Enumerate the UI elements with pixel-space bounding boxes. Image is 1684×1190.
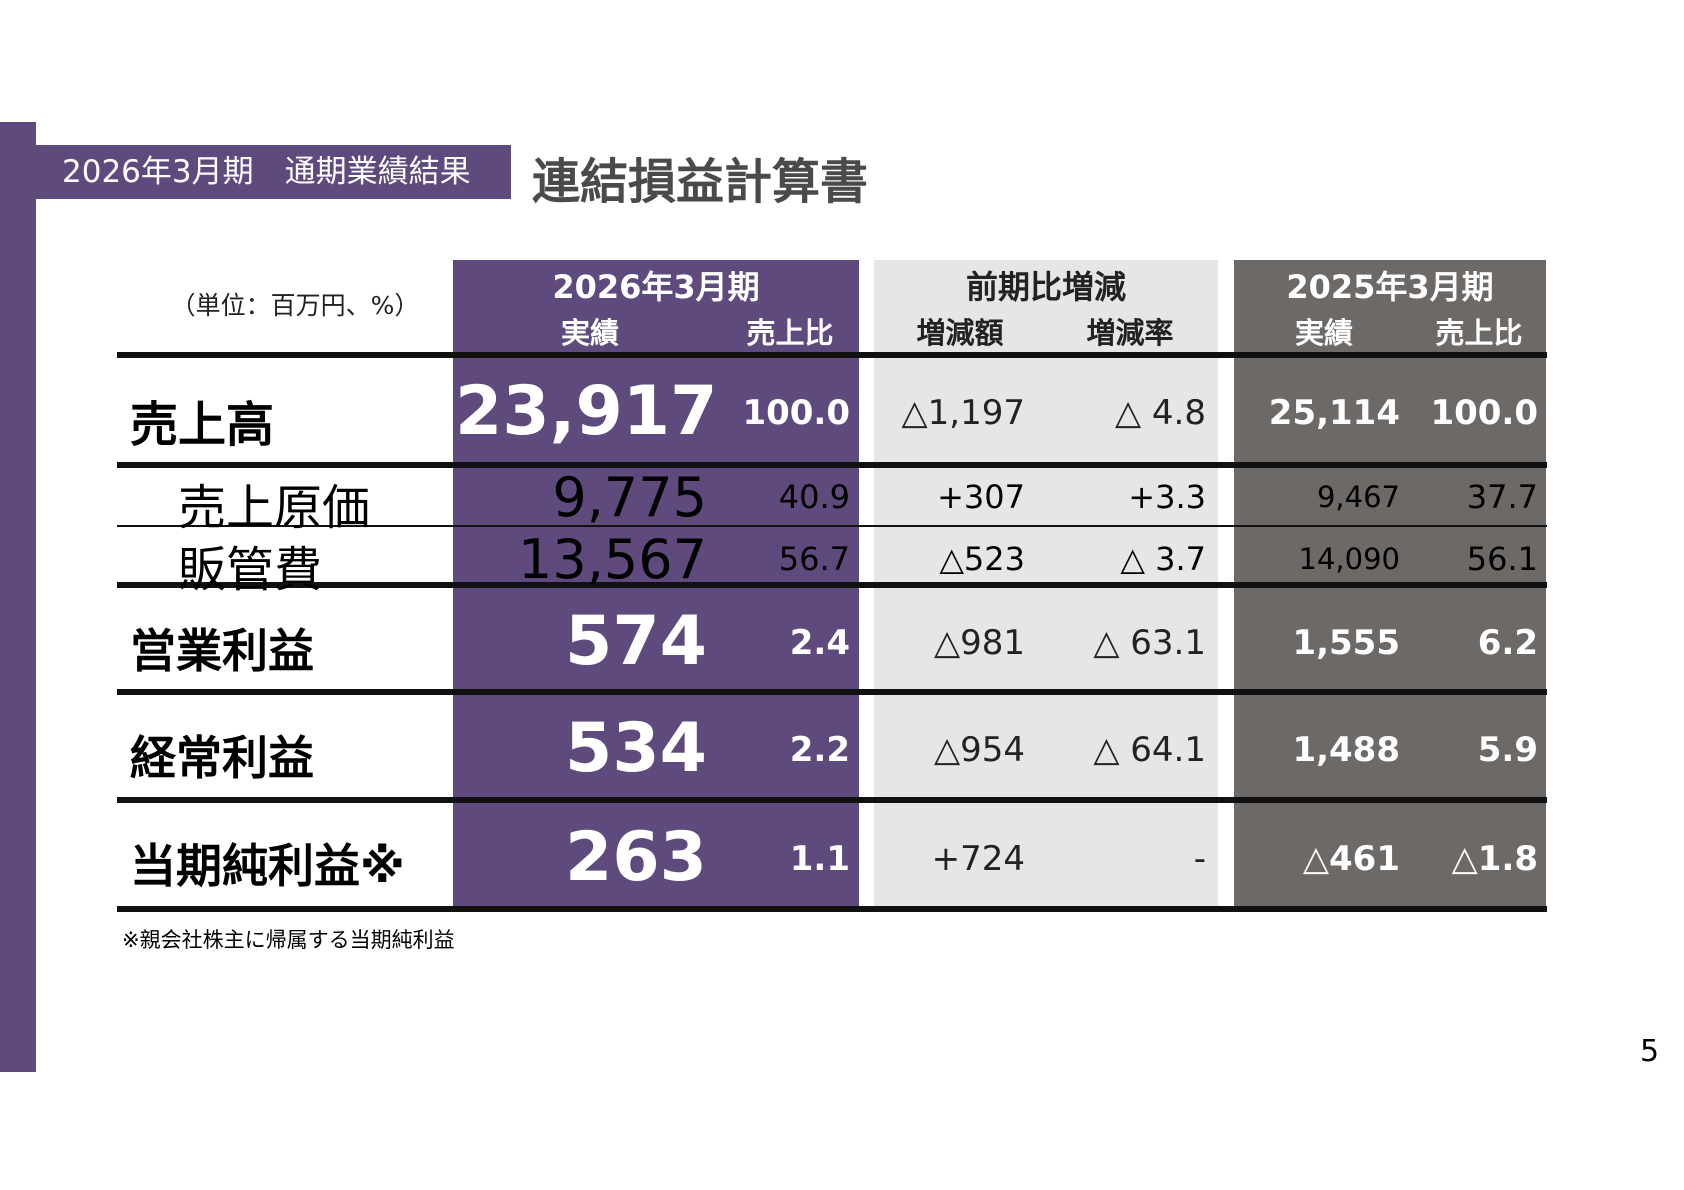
- row-divider: [117, 352, 1547, 358]
- row-divider: [117, 525, 1547, 527]
- ordinary-income-current-ratio: 2.2: [789, 730, 850, 770]
- operating-income-current-ratio: 2.4: [789, 623, 850, 663]
- previous-ratio-header: 売上比: [1435, 316, 1523, 350]
- row-divider: [117, 689, 1547, 695]
- sga-current-value: 13,567: [518, 528, 707, 591]
- ordinary-income-previous-ratio: 5.9: [1477, 730, 1538, 770]
- sales-change-amount: △1,197: [901, 393, 1025, 433]
- cost-of-sales-change-amount: +307: [937, 478, 1025, 516]
- operating-income-previous-value: 1,555: [1292, 623, 1400, 663]
- sales-previous-ratio: 100.0: [1430, 393, 1538, 433]
- net-income-current-ratio: 1.1: [789, 839, 850, 879]
- sga-current-ratio: 56.7: [778, 540, 850, 578]
- change-rate-header: 増減率: [1086, 316, 1174, 350]
- footnote: ※親会社株主に帰属する当期純利益: [122, 928, 455, 952]
- previous-period-header: 2025年3月期: [1286, 268, 1494, 306]
- sales-current-ratio: 100.0: [742, 393, 850, 433]
- change-amount-header: 増減額: [916, 316, 1004, 350]
- page-title: 連結損益計算書: [532, 154, 869, 210]
- row-divider: [117, 462, 1547, 468]
- net-income-previous-ratio: △1.8: [1451, 839, 1538, 879]
- sga-previous-value: 14,090: [1298, 542, 1400, 576]
- net-income-current-value: 263: [565, 818, 707, 897]
- sidebar-accent-bar: [0, 122, 36, 1072]
- sales-current-value: 23,917: [455, 372, 718, 451]
- change-header: 前期比増減: [965, 268, 1126, 306]
- ordinary-income-current-value: 534: [565, 709, 707, 788]
- net-income-change-rate: -: [1193, 839, 1206, 879]
- row-divider: [117, 906, 1547, 912]
- row-divider: [117, 797, 1547, 803]
- cost-of-sales-previous-value: 9,467: [1316, 480, 1400, 514]
- row-label-ordinary-income: 経常利益: [130, 731, 314, 785]
- section-badge: 2026年3月期 通期業績結果: [36, 145, 511, 199]
- row-label-operating-income: 営業利益: [130, 624, 314, 678]
- cost-of-sales-current-value: 9,775: [552, 466, 707, 529]
- sga-previous-ratio: 56.1: [1466, 540, 1538, 578]
- operating-income-change-amount: △981: [933, 623, 1025, 663]
- ordinary-income-previous-value: 1,488: [1292, 730, 1400, 770]
- ordinary-income-change-amount: △954: [933, 730, 1025, 770]
- cost-of-sales-previous-ratio: 37.7: [1466, 478, 1538, 516]
- row-divider: [117, 582, 1547, 588]
- sga-change-amount: △523: [939, 540, 1025, 578]
- operating-income-change-rate: △ 63.1: [1093, 623, 1206, 663]
- net-income-change-amount: +724: [931, 839, 1025, 879]
- row-label-cost-of-sales: 売上原価: [178, 480, 371, 536]
- current-actual-header: 実績: [560, 316, 619, 350]
- net-income-previous-value: △461: [1302, 839, 1400, 879]
- current-ratio-header: 売上比: [746, 316, 834, 350]
- unit-label: （単位：百万円、%）: [170, 291, 420, 320]
- sales-change-rate: △ 4.8: [1114, 393, 1206, 433]
- cost-of-sales-change-rate: +3.3: [1128, 478, 1206, 516]
- sales-previous-value: 25,114: [1268, 393, 1400, 433]
- ordinary-income-change-rate: △ 64.1: [1093, 730, 1206, 770]
- operating-income-previous-ratio: 6.2: [1477, 623, 1538, 663]
- page-number: 5: [1640, 1034, 1660, 1069]
- previous-actual-header: 実績: [1294, 316, 1353, 350]
- row-label-sga: 販管費: [178, 542, 323, 598]
- row-label-sales: 売上高: [130, 397, 275, 453]
- current-period-header: 2026年3月期: [552, 268, 760, 306]
- cost-of-sales-current-ratio: 40.9: [778, 478, 850, 516]
- operating-income-current-value: 574: [565, 602, 707, 681]
- row-label-net-income: 当期純利益※: [130, 839, 405, 893]
- sga-change-rate: △ 3.7: [1120, 540, 1206, 578]
